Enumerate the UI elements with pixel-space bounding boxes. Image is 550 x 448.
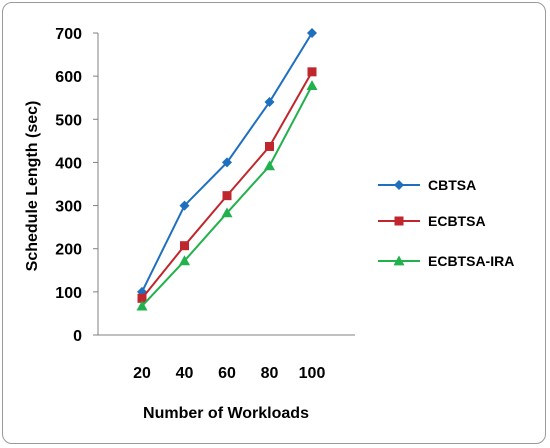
data-point — [264, 160, 275, 171]
data-point — [180, 241, 189, 251]
y-axis-title: Schedule Length (sec) — [24, 101, 41, 272]
x-tick-label: 60 — [218, 365, 236, 382]
x-tick-label: 80 — [261, 365, 279, 382]
legend-marker — [394, 216, 404, 226]
legend-label: ECBTSA — [428, 213, 486, 229]
data-point — [307, 28, 317, 38]
x-tick-label: 100 — [299, 365, 326, 382]
data-point — [179, 200, 190, 211]
series-line — [141, 71, 313, 299]
y-tick-label: 500 — [55, 112, 82, 129]
data-point — [222, 191, 232, 201]
y-axis-ticks: 0 100 200 300 400 500 600 700 — [55, 26, 82, 345]
series-ecbtsa — [137, 67, 317, 303]
axes — [93, 32, 355, 336]
y-tick-label: 600 — [55, 69, 82, 86]
data-point — [265, 141, 274, 151]
chart-frame — [2, 2, 546, 444]
legend-label: CBTSA — [428, 177, 476, 193]
data-point — [179, 255, 190, 266]
x-tick-label: 40 — [176, 365, 194, 382]
x-tick-label: 20 — [133, 365, 151, 382]
legend-marker — [393, 255, 405, 266]
legend-item: CBTSA — [378, 177, 476, 193]
series-cbtsa — [137, 28, 317, 297]
data-point — [307, 67, 317, 77]
y-tick-label: 0 — [73, 328, 82, 345]
x-axis-title: Number of Workloads — [143, 405, 309, 422]
legend-label: ECBTSA-IRA — [428, 253, 514, 269]
legend-marker — [394, 180, 404, 190]
data-point — [306, 80, 318, 91]
data-point — [221, 207, 233, 218]
data-point — [222, 157, 232, 168]
legend-item: ECBTSA — [378, 213, 486, 229]
data-point — [136, 300, 148, 311]
data-point — [264, 97, 275, 108]
data-point — [137, 293, 147, 303]
y-tick-label: 300 — [55, 199, 82, 216]
legend-item: ECBTSA-IRA — [378, 253, 514, 269]
y-tick-label: 700 — [55, 26, 82, 43]
plot-area — [136, 28, 318, 311]
x-axis-ticks: 20 40 60 80 100 — [133, 365, 325, 382]
series-ecbtsa-ira — [136, 80, 318, 311]
y-tick-label: 400 — [55, 155, 82, 172]
y-tick-label: 200 — [55, 242, 82, 259]
legend: CBTSA ECBTSA ECBTSA-IRA — [378, 177, 514, 269]
y-tick-label: 100 — [55, 285, 82, 302]
